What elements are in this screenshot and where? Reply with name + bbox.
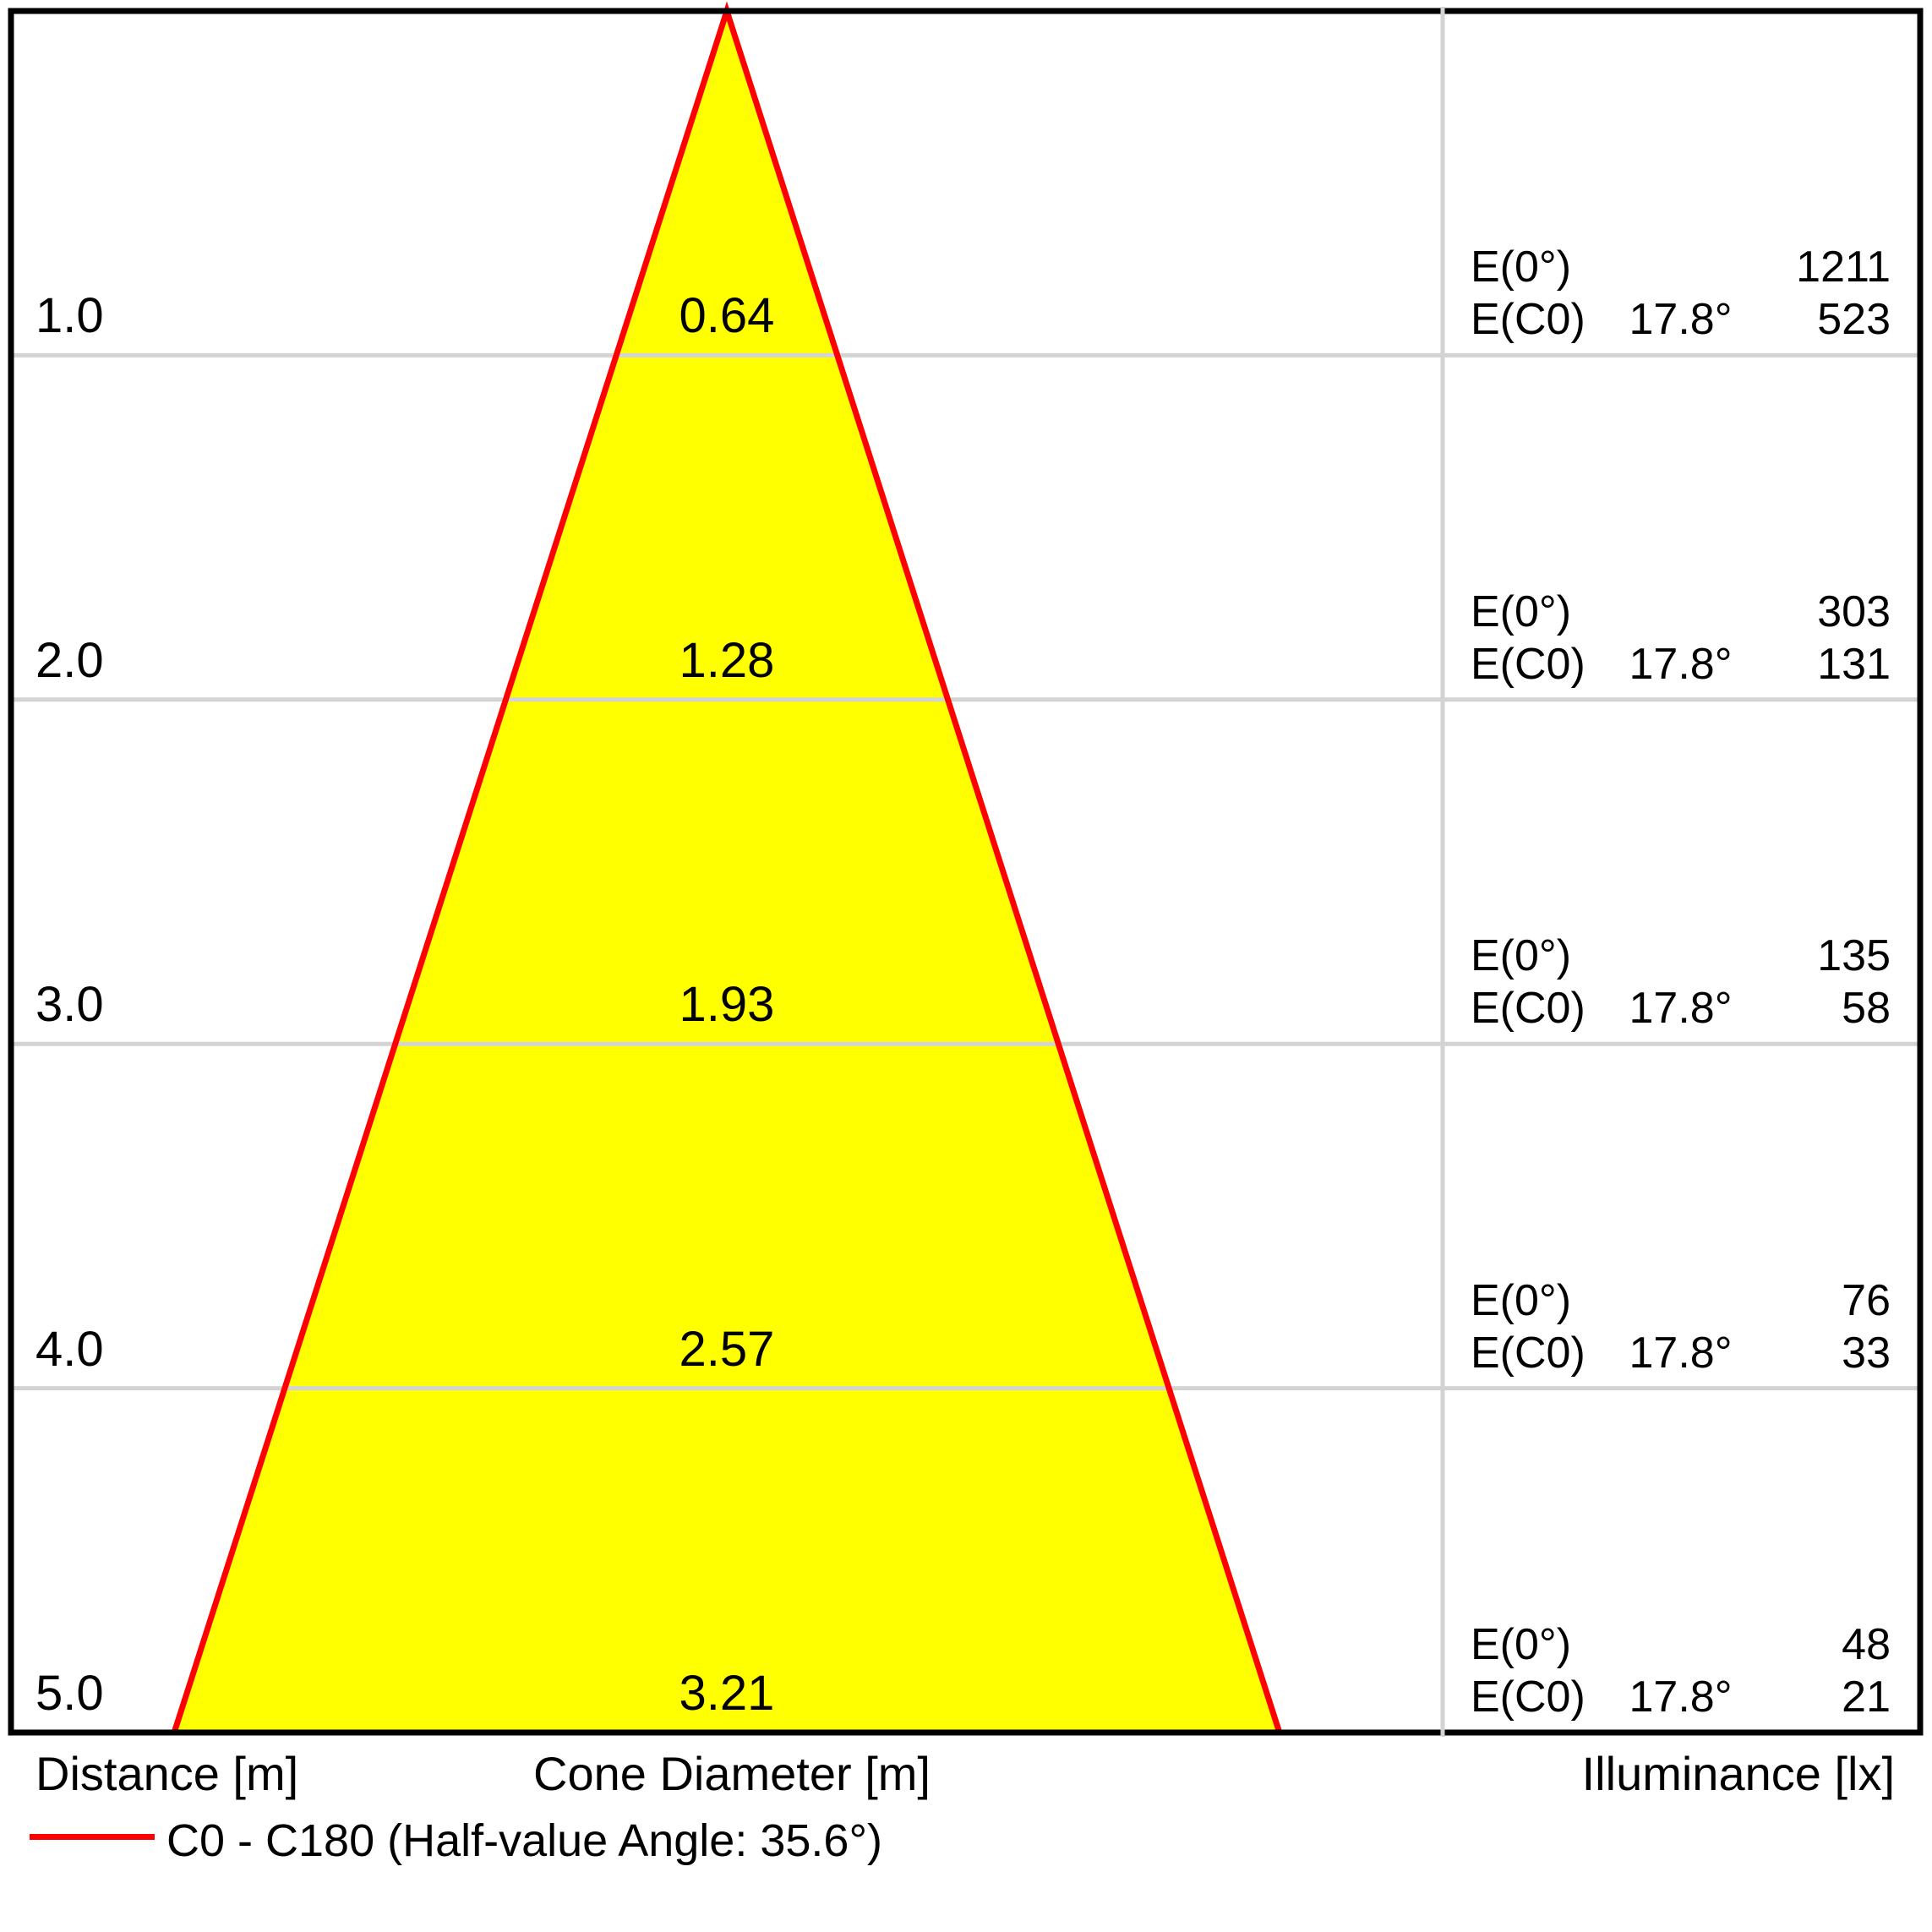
- cone-diameter-value: 0.64: [679, 288, 775, 344]
- cone-diameter-value: 1.28: [679, 632, 775, 688]
- distance-label: 3.0: [35, 977, 104, 1033]
- cone-diameter-value: 2.57: [679, 1321, 775, 1377]
- illuminance-ec0-row: E(C0) 17.8° 131: [1471, 642, 1891, 686]
- ec0-angle: 17.8°: [1629, 639, 1733, 689]
- ec0-angle: 17.8°: [1629, 1673, 1733, 1722]
- illuminance-e0-row: E(0°) 48: [1471, 1623, 1891, 1667]
- ec0-label: E(C0): [1471, 295, 1585, 345]
- e0-value: 135: [1817, 931, 1891, 981]
- e0-value: 1211: [1796, 243, 1891, 292]
- ec0-value: 523: [1817, 295, 1891, 345]
- e0-value: 76: [1842, 1275, 1891, 1325]
- e0-label: E(0°): [1471, 587, 1572, 636]
- illuminance-ec0-row: E(C0) 17.8° 58: [1471, 986, 1891, 1030]
- e0-label: E(0°): [1471, 1275, 1572, 1325]
- ec0-value: 131: [1817, 639, 1891, 689]
- ec0-value: 21: [1842, 1673, 1891, 1722]
- legend-label: C0 - C180 (Half-value Angle: 35.6°): [166, 1815, 883, 1866]
- e0-value: 303: [1817, 587, 1891, 636]
- ec0-label: E(C0): [1471, 1328, 1585, 1378]
- ec0-label: E(C0): [1471, 639, 1585, 689]
- e0-label: E(0°): [1471, 243, 1572, 292]
- e0-label: E(0°): [1471, 1620, 1572, 1669]
- illuminance-e0-row: E(0°) 76: [1471, 1279, 1891, 1323]
- illuminance-axis-title: Illuminance [lx]: [1581, 1747, 1895, 1800]
- illuminance-e0-row: E(0°) 303: [1471, 590, 1891, 634]
- illuminance-e0-row: E(0°) 135: [1471, 934, 1891, 978]
- ec0-value: 33: [1842, 1328, 1891, 1378]
- illuminance-e0-row: E(0°) 1211: [1471, 245, 1891, 289]
- ec0-angle: 17.8°: [1629, 984, 1733, 1034]
- illuminance-ec0-row: E(C0) 17.8° 21: [1471, 1675, 1891, 1719]
- distance-axis-title: Distance [m]: [35, 1747, 299, 1800]
- distance-label: 2.0: [35, 632, 104, 688]
- ec0-label: E(C0): [1471, 984, 1585, 1034]
- ec0-label: E(C0): [1471, 1673, 1585, 1722]
- ec0-angle: 17.8°: [1629, 1328, 1733, 1378]
- light-cone-fill: [174, 11, 1280, 1731]
- ec0-angle: 17.8°: [1629, 295, 1733, 345]
- e0-label: E(0°): [1471, 931, 1572, 981]
- illuminance-ec0-row: E(C0) 17.8° 523: [1471, 297, 1891, 341]
- e0-value: 48: [1842, 1620, 1891, 1669]
- distance-label: 1.0: [35, 288, 104, 344]
- table-border: [8, 8, 1924, 1736]
- ec0-value: 58: [1842, 984, 1891, 1034]
- illuminance-ec0-row: E(C0) 17.8° 33: [1471, 1331, 1891, 1375]
- cone-diameter-value: 3.21: [679, 1666, 775, 1721]
- cone-diameter-axis-title: Cone Diameter [m]: [533, 1747, 931, 1800]
- distance-label: 4.0: [35, 1321, 104, 1377]
- cone-diameter-value: 1.93: [679, 977, 775, 1033]
- legend-line-swatch: [30, 1834, 155, 1840]
- distance-label: 5.0: [35, 1666, 104, 1721]
